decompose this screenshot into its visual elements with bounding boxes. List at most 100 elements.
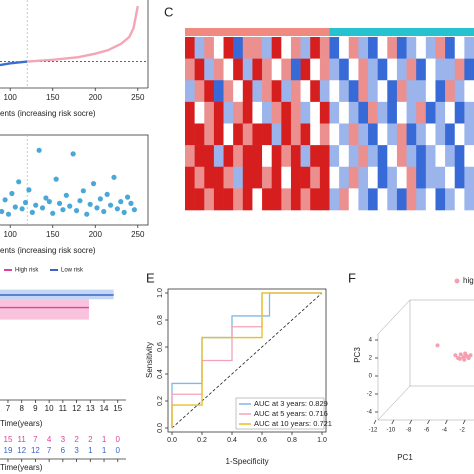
heat-cell — [464, 101, 474, 124]
risk-line — [27, 5, 139, 63]
heat-cell — [445, 37, 456, 59]
heat-cell — [368, 123, 378, 146]
x-axis-label: PC1 — [397, 453, 413, 462]
point — [87, 201, 93, 207]
heat-cell — [396, 58, 407, 81]
heat-cell — [435, 166, 446, 189]
box-edge — [377, 299, 411, 335]
heat-cell — [445, 188, 456, 211]
point — [80, 188, 86, 194]
heat-cell — [368, 80, 378, 103]
point — [453, 353, 458, 358]
heat-cell — [281, 37, 292, 59]
heat-cell — [358, 37, 369, 59]
heat-cell — [445, 166, 456, 189]
point — [33, 202, 39, 208]
heat-cell — [242, 123, 253, 146]
heat-cell — [416, 145, 427, 168]
heat-cell — [310, 101, 321, 124]
heat-cell — [223, 80, 234, 103]
heat-cell — [387, 80, 398, 103]
heat-cell — [252, 166, 263, 189]
heat-cell — [464, 80, 474, 103]
heat-cell — [252, 37, 263, 59]
x-tick-label: 0.2 — [197, 437, 207, 444]
panel-label: E — [146, 270, 155, 285]
plot-frame — [0, 134, 149, 226]
heat-cell — [310, 166, 321, 189]
heat-cell — [185, 37, 195, 59]
risk-line — [0, 60, 28, 67]
heat-cell — [252, 123, 263, 146]
heat-cell — [233, 123, 244, 146]
heat-cell — [445, 123, 456, 146]
heat-cell — [185, 123, 195, 146]
point — [46, 199, 52, 205]
x-tick-label: 8 — [19, 404, 24, 413]
y-axis-label: Sensitivity — [145, 342, 154, 378]
heat-cell — [194, 188, 205, 211]
x-tick-label: 0.6 — [257, 437, 267, 444]
x-tick-label: -2 — [459, 428, 465, 434]
heat-cell — [290, 166, 301, 189]
heat-cell — [252, 80, 263, 103]
heat-cell — [204, 58, 215, 81]
heat-cell — [271, 101, 282, 124]
x-axis-label: ents (increasing risk socre) — [0, 109, 96, 118]
heat-cell — [185, 166, 195, 189]
x-axis-label: ents (increasing risk socre) — [0, 246, 96, 255]
x-tick-label: 11 — [59, 404, 68, 413]
heat-cell — [387, 58, 398, 81]
y-tick-label: 0.2 — [157, 396, 164, 406]
heat-cell — [464, 188, 474, 211]
heat-cell — [185, 188, 195, 211]
heat-cell — [339, 80, 350, 103]
x-tick-label: -6 — [424, 428, 430, 434]
heat-cell — [348, 101, 359, 124]
heat-cell — [194, 123, 205, 146]
heat-cell — [281, 123, 292, 146]
point — [118, 199, 124, 205]
heat-cell — [300, 37, 311, 59]
y-tick-label: 1.0 — [157, 288, 164, 298]
heat-cell — [300, 101, 311, 124]
heat-cell — [339, 188, 350, 211]
risk-count: 1 — [102, 446, 107, 455]
x-tick-label: 9 — [33, 404, 38, 413]
heat-cell — [194, 145, 205, 168]
risk-count: 15 — [4, 435, 13, 444]
heat-cell — [416, 188, 427, 211]
point — [26, 187, 32, 193]
heat-cell — [445, 145, 456, 168]
heat-cell — [454, 58, 465, 81]
point — [84, 211, 90, 217]
point — [101, 208, 107, 215]
heat-cell — [242, 101, 253, 124]
heat-cell — [387, 123, 398, 146]
heat-cell — [262, 123, 272, 146]
heat-cell — [416, 101, 427, 124]
heat-cell — [204, 145, 215, 168]
legend-label: High risk — [15, 268, 39, 274]
heat-cell — [281, 145, 292, 168]
heat-cell — [223, 101, 234, 124]
risk-count: 1 — [88, 446, 93, 455]
heat-cell — [271, 166, 282, 189]
x-axis-label: 1-Specificity — [225, 457, 268, 466]
heat-cell — [223, 145, 234, 168]
heat-cell — [290, 80, 301, 103]
x-tick-label: 0.0 — [167, 437, 177, 444]
heat-cell — [329, 166, 340, 189]
heat-cell — [425, 58, 436, 81]
heat-cell — [194, 37, 205, 59]
risk-count: 4 — [47, 435, 52, 444]
heat-cell — [319, 123, 330, 146]
heat-cell — [464, 166, 474, 189]
x-tick-label: 0.8 — [287, 437, 297, 444]
x-tick-label: 1.0 — [317, 437, 327, 444]
heat-cell — [445, 101, 456, 124]
heat-cell — [233, 166, 244, 189]
heat-cell — [319, 101, 330, 124]
risk-count: 6 — [61, 446, 66, 455]
heat-cell — [233, 80, 244, 103]
